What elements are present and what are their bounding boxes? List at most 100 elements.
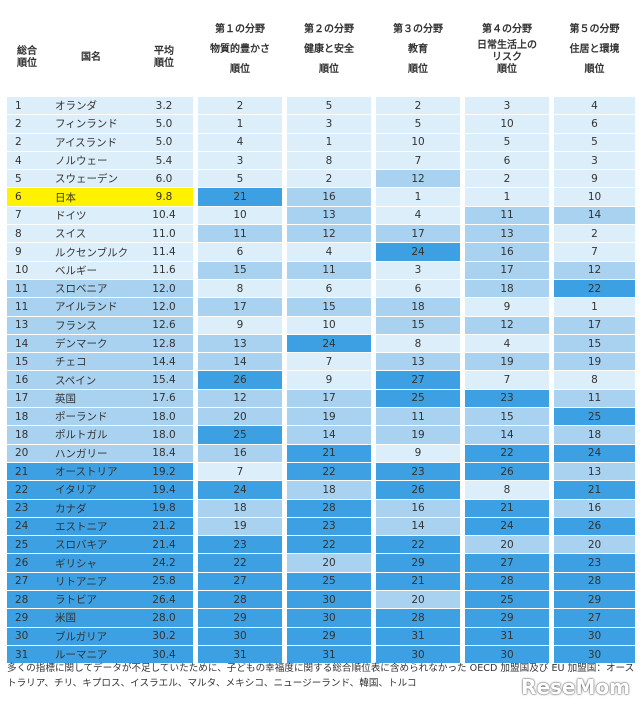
domain-4-rank-cell: 9 (465, 298, 549, 317)
column-gap (193, 133, 198, 152)
column-gap (193, 371, 198, 390)
domain-5-rank-cell: 30 (554, 627, 635, 646)
table-row: 20 ハンガリー 18.4 16 21 9 22 24 (7, 444, 635, 463)
average-rank-cell: 26.4 (135, 591, 193, 610)
country-cell: フランス (47, 316, 135, 335)
column-gap (371, 481, 376, 500)
column-gap (371, 298, 376, 317)
domain-name: 日常生活上の リスク (477, 40, 537, 63)
domain-3-rank-cell: 19 (376, 426, 460, 445)
column-gap (549, 591, 554, 610)
country-cell: ドイツ (47, 206, 135, 226)
domain-1-rank-cell: 11 (198, 225, 282, 244)
column-gap (549, 188, 554, 207)
domain-2-rank-cell: 12 (287, 225, 371, 244)
domain-4-rank-cell: 27 (465, 554, 549, 573)
domain-5-rank-cell: 4 (554, 97, 635, 116)
column-gap (371, 353, 376, 372)
column-gap (371, 316, 376, 335)
domain-unit: 順位 (230, 64, 250, 75)
column-gap (549, 334, 554, 354)
domain-5-rank-cell: 12 (554, 261, 635, 280)
column-gap (549, 408, 554, 427)
domain-2-rank-cell: 28 (287, 499, 371, 518)
domain-2-rank-cell: 3 (287, 115, 371, 134)
overall-rank-cell: 30 (7, 627, 47, 646)
column-gap (371, 572, 376, 592)
domain-2-rank-cell: 15 (287, 298, 371, 317)
column-gap (282, 572, 287, 592)
column-gap (282, 591, 287, 610)
table-row: 14 デンマーク 12.8 13 24 8 4 15 (7, 334, 635, 354)
domain-5-rank-cell: 27 (554, 609, 635, 628)
table-row: 15 チェコ 14.4 14 7 13 19 19 (7, 353, 635, 372)
column-gap (193, 517, 198, 537)
column-gap (282, 261, 287, 280)
column-gap (371, 115, 376, 134)
table-row: 27 リトアニア 25.8 27 25 21 28 28 (7, 572, 635, 592)
domain-4-rank-cell: 14 (465, 426, 549, 445)
domain-2-rank-cell: 20 (287, 554, 371, 573)
domain-5-rank-cell: 7 (554, 243, 635, 262)
column-gap (549, 97, 554, 116)
column-gap (460, 389, 465, 409)
column-gap (549, 554, 554, 573)
domain-2-rank-cell: 23 (287, 517, 371, 537)
domain-1-rank-cell: 25 (198, 426, 282, 445)
column-gap (282, 188, 287, 207)
country-cell: チェコ (47, 353, 135, 372)
domain-4-rank-cell: 3 (465, 97, 549, 116)
domain-1-rank-cell: 24 (198, 481, 282, 500)
domain-4-rank-cell: 2 (465, 170, 549, 189)
domain-4-rank-cell: 26 (465, 462, 549, 482)
column-gap (282, 279, 287, 299)
domain-5-rank-cell: 13 (554, 462, 635, 482)
column-gap (193, 408, 198, 427)
domain-3-rank-cell: 21 (376, 572, 460, 592)
domain-3-rank-cell: 16 (376, 499, 460, 518)
column-gap (460, 279, 465, 299)
domain-1-rank-cell: 29 (198, 609, 282, 628)
table-row: 1 オランダ 3.2 2 5 2 3 4 (7, 97, 635, 116)
header-domain-4: 第４の分野 日常生活上の リスク 順位 (465, 18, 549, 97)
domain-5-rank-cell: 29 (554, 591, 635, 610)
column-gap (371, 645, 376, 665)
average-rank-cell: 21.4 (135, 536, 193, 555)
overall-rank-cell: 4 (7, 151, 47, 171)
country-cell: オーストリア (47, 462, 135, 482)
column-gap (193, 591, 198, 610)
average-rank-cell: 11.6 (135, 261, 193, 280)
domain-2-rank-cell: 22 (287, 536, 371, 555)
domain-1-rank-cell: 10 (198, 206, 282, 226)
domain-2-rank-cell: 16 (287, 188, 371, 207)
table-row: 28 ラトビア 26.4 28 30 20 25 29 (7, 591, 635, 610)
domain-3-rank-cell: 18 (376, 298, 460, 317)
overall-rank-cell: 26 (7, 554, 47, 573)
overall-rank-cell: 21 (7, 462, 47, 482)
average-rank-cell: 19.8 (135, 499, 193, 518)
overall-rank-cell: 15 (7, 353, 47, 372)
overall-rank-cell: 11 (7, 298, 47, 317)
average-rank-cell: 18.4 (135, 444, 193, 463)
country-cell: フィンランド (47, 115, 135, 134)
domain-4-rank-cell: 31 (465, 627, 549, 646)
average-rank-cell: 30.2 (135, 627, 193, 646)
column-gap (282, 536, 287, 555)
domain-4-rank-cell: 18 (465, 279, 549, 299)
column-gap (460, 481, 465, 500)
column-gap (371, 389, 376, 409)
average-rank-cell: 5.4 (135, 151, 193, 171)
column-gap (549, 426, 554, 445)
column-gap (282, 97, 287, 116)
column-gap (193, 97, 198, 116)
column-gap (193, 316, 198, 335)
overall-rank-cell: 28 (7, 591, 47, 610)
average-rank-cell: 19.4 (135, 481, 193, 500)
table-row: 10 ベルギー 11.6 15 11 3 17 12 (7, 261, 635, 280)
domain-3-rank-cell: 12 (376, 170, 460, 189)
domain-unit: 順位 (497, 64, 517, 75)
domain-5-rank-cell: 5 (554, 133, 635, 152)
header-domain-3: 第３の分野 教育 順位 (376, 18, 460, 97)
column-gap (371, 97, 376, 116)
country-cell: デンマーク (47, 334, 135, 354)
